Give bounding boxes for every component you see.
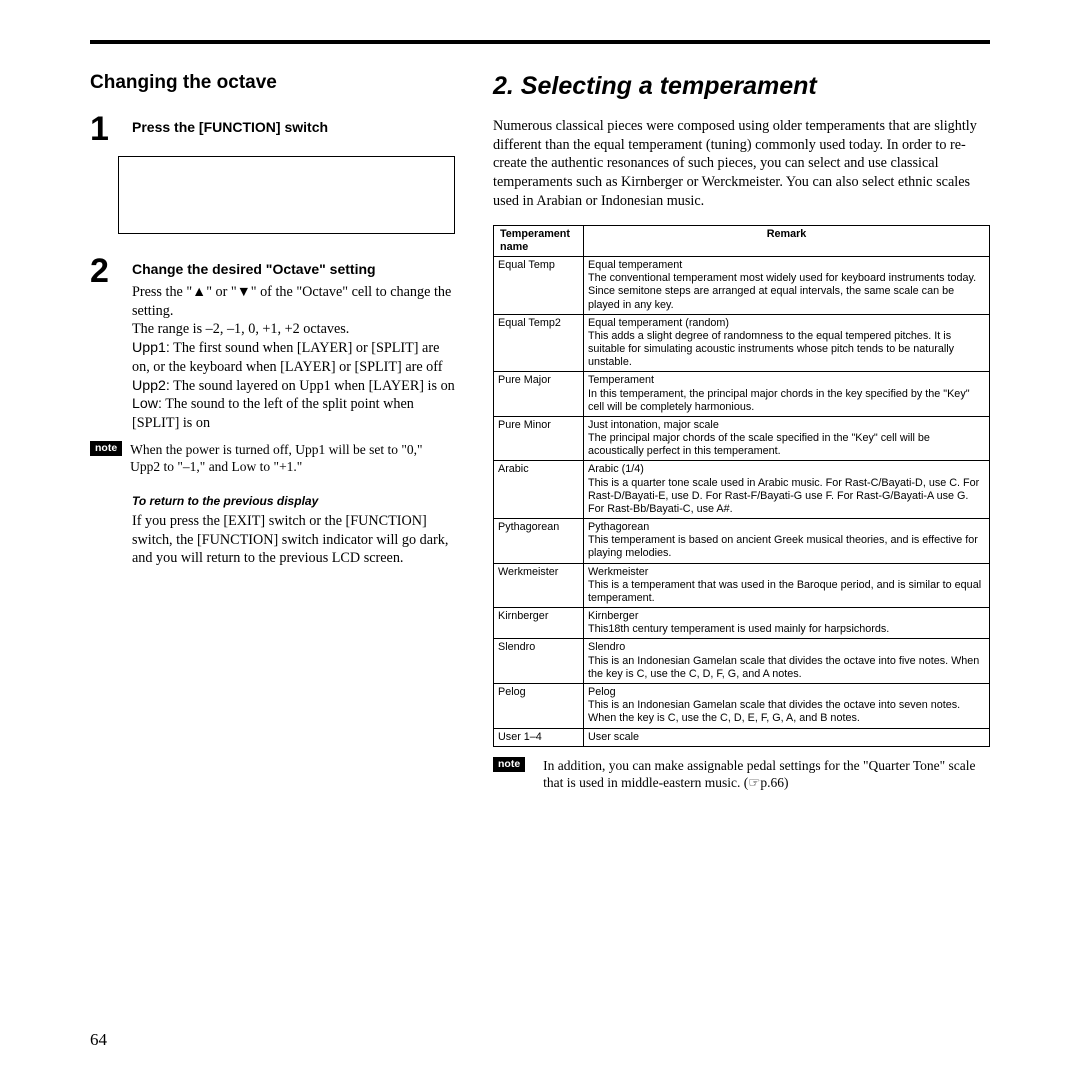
step2-p2: The range is –2, –1, 0, +1, +2 octaves. — [132, 320, 455, 339]
step2-p3: Upp1: The first sound when [LAYER] or [S… — [132, 339, 455, 376]
note-tag: note — [493, 757, 525, 772]
cell-name: Pelog — [494, 684, 584, 729]
cell-name: User 1–4 — [494, 728, 584, 746]
step2-p5: Low: The sound to the left of the split … — [132, 395, 455, 432]
step-number: 2 — [90, 254, 118, 433]
cell-name: Arabic — [494, 461, 584, 519]
cell-remark: PelogThis is an Indonesian Gamelan scale… — [584, 684, 990, 729]
step2-title: Change the desired "Octave" setting — [132, 260, 455, 279]
th-name: Temperament name — [494, 225, 584, 256]
cell-remark: WerkmeisterThis is a temperament that wa… — [584, 563, 990, 608]
cell-remark: Equal temperamentThe conventional temper… — [584, 257, 990, 315]
cell-name: Werkmeister — [494, 563, 584, 608]
note-block: note In addition, you can make assignabl… — [493, 757, 990, 792]
top-rule — [90, 40, 990, 44]
table-row: KirnbergerKirnbergerThis18th century tem… — [494, 608, 990, 639]
step-body: Change the desired "Octave" setting Pres… — [132, 254, 455, 433]
step2-p4: Upp2: The sound layered on Upp1 when [LA… — [132, 377, 455, 396]
cell-name: Pure Minor — [494, 416, 584, 461]
label: Low: — [132, 396, 162, 412]
note-block: note When the power is turned off, Upp1 … — [90, 441, 455, 476]
label: Upp1: — [132, 340, 170, 356]
text: The sound layered on Upp1 when [LAYER] i… — [170, 378, 455, 394]
table-row: Pure MajorTemperamentIn this temperament… — [494, 372, 990, 417]
table-row: Equal TempEqual temperamentThe conventio… — [494, 257, 990, 315]
temperament-table: Temperament name Remark Equal TempEqual … — [493, 225, 990, 747]
table-row: WerkmeisterWerkmeisterThis is a temperam… — [494, 563, 990, 608]
label: Upp2: — [132, 378, 170, 394]
lcd-placeholder — [118, 156, 455, 234]
cell-remark: PythagoreanThis temperament is based on … — [584, 519, 990, 564]
manual-page: Changing the octave 1 Press the [FUNCTIO… — [0, 0, 1080, 1080]
cell-remark: Just intonation, major scaleThe principa… — [584, 416, 990, 461]
step-number: 1 — [90, 112, 118, 146]
return-body: If you press the [EXIT] switch or the [F… — [132, 512, 455, 568]
return-heading: To return to the previous display — [132, 494, 455, 508]
step-body: Press the [FUNCTION] switch — [132, 112, 455, 146]
note-text: In addition, you can make assignable ped… — [533, 757, 990, 792]
cell-name: Kirnberger — [494, 608, 584, 639]
left-column: Changing the octave 1 Press the [FUNCTIO… — [90, 72, 455, 792]
table-row: PelogPelogThis is an Indonesian Gamelan … — [494, 684, 990, 729]
cell-name: Slendro — [494, 639, 584, 684]
cell-remark: SlendroThis is an Indonesian Gamelan sca… — [584, 639, 990, 684]
step2-p1: Press the "▲" or "▼" of the "Octave" cel… — [132, 283, 455, 320]
intro-paragraph: Numerous classical pieces were composed … — [493, 117, 990, 211]
cell-name: Equal Temp2 — [494, 314, 584, 372]
cell-remark: KirnbergerThis18th century temperament i… — [584, 608, 990, 639]
note-tag: note — [90, 441, 122, 456]
cell-name: Pythagorean — [494, 519, 584, 564]
step-2: 2 Change the desired "Octave" setting Pr… — [90, 254, 455, 433]
table-row: ArabicArabic (1/4)This is a quarter tone… — [494, 461, 990, 519]
two-column-layout: Changing the octave 1 Press the [FUNCTIO… — [90, 72, 990, 792]
cell-remark: TemperamentIn this temperament, the prin… — [584, 372, 990, 417]
text: The first sound when [LAYER] or [SPLIT] … — [132, 340, 442, 375]
page-number: 64 — [90, 1030, 107, 1050]
note-text: When the power is turned off, Upp1 will … — [130, 441, 455, 476]
table-row: SlendroSlendroThis is an Indonesian Game… — [494, 639, 990, 684]
left-heading: Changing the octave — [90, 72, 455, 94]
cell-name: Pure Major — [494, 372, 584, 417]
right-column: 2. Selecting a temperament Numerous clas… — [493, 72, 990, 792]
cell-remark: Equal temperament (random)This adds a sl… — [584, 314, 990, 372]
table-row: Pure MinorJust intonation, major scaleTh… — [494, 416, 990, 461]
table-header-row: Temperament name Remark — [494, 225, 990, 256]
step-1: 1 Press the [FUNCTION] switch — [90, 112, 455, 146]
cell-name: Equal Temp — [494, 257, 584, 315]
right-heading: 2. Selecting a temperament — [493, 72, 990, 101]
step1-title: Press the [FUNCTION] switch — [132, 118, 455, 137]
table-row: Equal Temp2Equal temperament (random)Thi… — [494, 314, 990, 372]
table-row: User 1–4User scale — [494, 728, 990, 746]
table-row: PythagoreanPythagoreanThis temperament i… — [494, 519, 990, 564]
cell-remark: Arabic (1/4)This is a quarter tone scale… — [584, 461, 990, 519]
cell-remark: User scale — [584, 728, 990, 746]
text: The sound to the left of the split point… — [132, 396, 414, 431]
th-remark: Remark — [584, 225, 990, 256]
